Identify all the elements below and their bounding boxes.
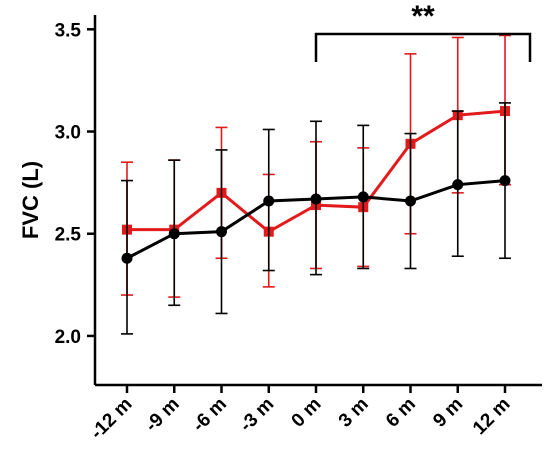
- x-tick-label: -9 m: [141, 394, 183, 436]
- x-tick-label: 6 m: [382, 394, 420, 432]
- data-point: [499, 175, 511, 187]
- y-tick-label: 2.0: [55, 327, 81, 348]
- significance-label: **: [411, 0, 435, 33]
- data-point: [310, 193, 322, 205]
- y-axis-label: FVC (L): [18, 161, 43, 239]
- y-tick-label: 3.0: [55, 123, 81, 144]
- x-tick-label: 0 m: [288, 394, 326, 432]
- series-layer: [121, 34, 511, 335]
- axes: [93, 15, 542, 387]
- data-point: [452, 179, 464, 191]
- data-point: [263, 195, 275, 207]
- x-tick-label: -6 m: [189, 394, 231, 436]
- y-ticks: 2.0 2.5 3.0 3.5: [55, 20, 95, 348]
- data-point: [357, 191, 369, 203]
- x-tick-label: 12 m: [469, 394, 514, 439]
- significance-bracket: [314, 32, 532, 62]
- series-circle: [121, 102, 511, 335]
- significance-annotation: **: [314, 0, 532, 62]
- x-tick-label: -12 m: [87, 394, 137, 444]
- data-point: [405, 195, 416, 207]
- data-point: [216, 226, 227, 238]
- x-tick-label: -3 m: [236, 394, 278, 436]
- data-point: [121, 252, 133, 264]
- data-point: [168, 228, 180, 240]
- x-tick-label: 3 m: [335, 394, 373, 432]
- y-tick-label: 3.5: [55, 20, 82, 41]
- x-tick-label: 9 m: [429, 394, 467, 432]
- y-tick-label: 2.5: [55, 225, 82, 246]
